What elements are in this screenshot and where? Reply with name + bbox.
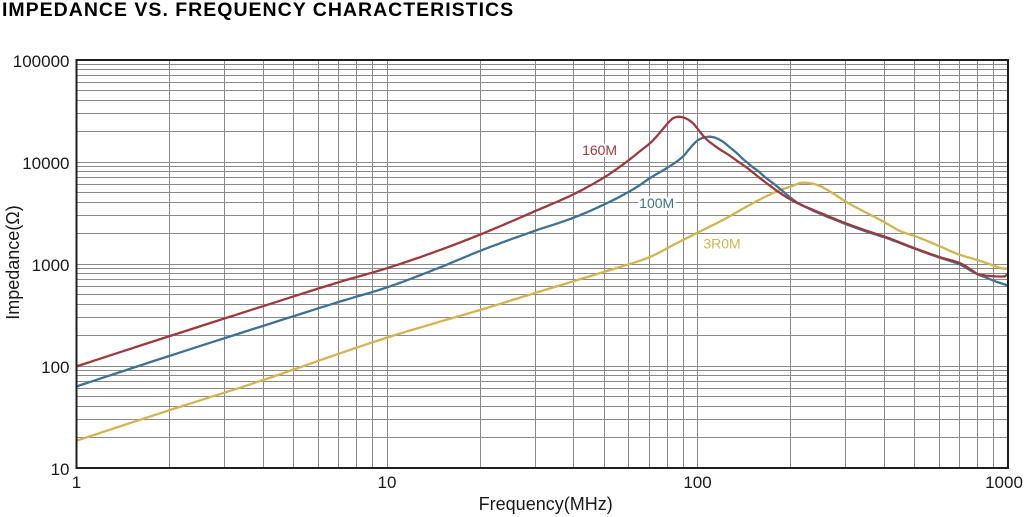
svg-text:100M: 100M [639, 195, 674, 211]
svg-text:1: 1 [72, 473, 81, 492]
svg-text:10: 10 [378, 473, 397, 492]
svg-text:1000: 1000 [985, 473, 1023, 492]
svg-text:100000: 100000 [13, 52, 70, 71]
svg-text:10: 10 [51, 460, 70, 479]
svg-text:Impedance(Ω): Impedance(Ω) [3, 205, 23, 320]
svg-text:1000: 1000 [32, 256, 70, 275]
svg-text:100: 100 [683, 473, 711, 492]
svg-text:160M: 160M [582, 142, 617, 158]
svg-text:Frequency(MHz): Frequency(MHz) [479, 494, 613, 514]
svg-text:10000: 10000 [22, 154, 69, 173]
svg-text:3R0M: 3R0M [703, 236, 740, 252]
svg-text:100: 100 [41, 358, 69, 377]
